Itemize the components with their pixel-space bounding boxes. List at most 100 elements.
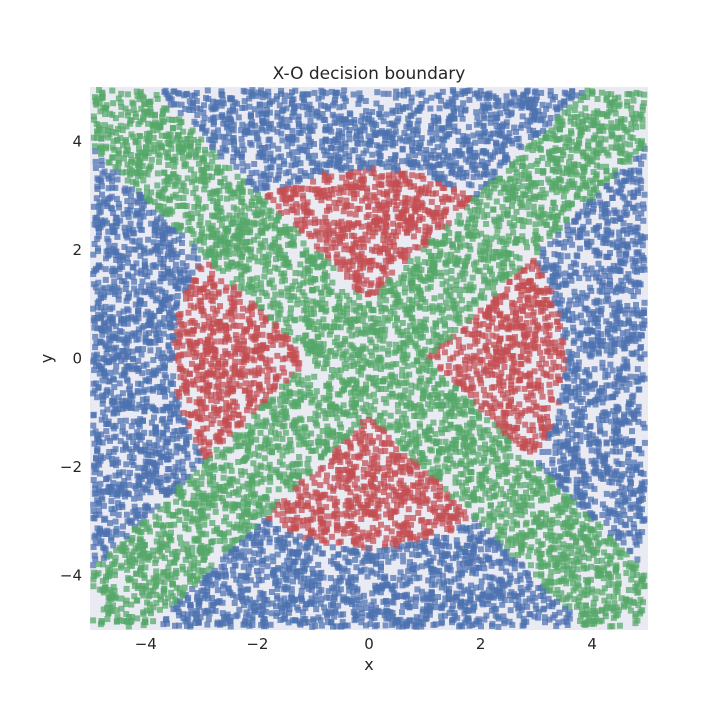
scatter-point — [195, 372, 202, 379]
scatter-point — [323, 236, 330, 243]
scatter-point — [222, 287, 229, 294]
scatter-point — [581, 587, 588, 594]
scatter-point — [414, 121, 421, 128]
scatter-point — [208, 582, 215, 589]
scatter-point — [414, 300, 421, 307]
scatter-point — [408, 431, 415, 438]
scatter-point — [111, 283, 118, 290]
scatter-point — [526, 350, 533, 357]
scatter-point — [318, 168, 325, 175]
scatter-point — [561, 415, 568, 422]
scatter-point — [547, 241, 554, 248]
scatter-point — [281, 498, 288, 505]
scatter-point — [189, 550, 196, 557]
scatter-point — [373, 622, 380, 629]
scatter-point — [599, 501, 606, 508]
scatter-point — [595, 260, 602, 267]
scatter-point — [535, 111, 542, 118]
scatter-point — [102, 341, 109, 348]
scatter-point — [423, 150, 430, 157]
scatter-point — [543, 516, 549, 522]
scatter-point — [481, 366, 488, 373]
scatter-point — [431, 369, 438, 376]
scatter-point — [444, 468, 451, 475]
scatter-point — [136, 237, 143, 244]
scatter-point — [586, 431, 593, 437]
scatter-point — [467, 142, 474, 149]
scatter-point — [151, 232, 158, 239]
scatter-point — [482, 449, 489, 456]
scatter-point — [225, 529, 232, 536]
scatter-point — [316, 434, 323, 441]
scatter-point — [172, 261, 179, 268]
scatter-point — [295, 286, 302, 293]
scatter-point — [501, 260, 508, 266]
scatter-point — [117, 438, 124, 445]
scatter-point — [120, 523, 126, 530]
scatter-point — [553, 623, 560, 629]
scatter-point — [522, 164, 529, 171]
scatter-point — [307, 219, 314, 226]
scatter-point — [399, 158, 406, 165]
scatter-point — [315, 218, 322, 225]
scatter-point — [253, 343, 260, 350]
scatter-point — [200, 352, 207, 359]
scatter-point — [398, 464, 405, 471]
scatter-point — [585, 138, 592, 145]
scatter-point — [191, 610, 198, 617]
scatter-point — [426, 224, 433, 231]
scatter-point — [271, 236, 278, 243]
scatter-point — [503, 507, 510, 514]
scatter-point — [318, 595, 325, 602]
scatter-point — [109, 353, 115, 360]
scatter-point — [174, 344, 180, 351]
scatter-point — [392, 520, 398, 527]
scatter-point — [266, 125, 273, 132]
scatter-point — [422, 223, 429, 230]
scatter-point — [429, 303, 436, 310]
scatter-point — [285, 609, 292, 616]
scatter-point — [614, 501, 621, 508]
scatter-point — [442, 486, 449, 492]
scatter-point — [142, 564, 149, 571]
scatter-point — [509, 557, 516, 564]
scatter-point — [462, 515, 469, 522]
scatter-point — [300, 195, 307, 202]
scatter-point — [196, 385, 203, 392]
scatter-point — [442, 411, 449, 418]
scatter-point — [383, 580, 390, 587]
scatter-point — [259, 561, 266, 567]
scatter-point — [586, 311, 592, 317]
scatter-point — [327, 155, 334, 162]
scatter-point — [527, 448, 533, 455]
scatter-point — [436, 317, 443, 324]
scatter-point — [306, 123, 313, 130]
scatter-point — [361, 423, 367, 429]
scatter-point — [579, 607, 585, 614]
scatter-point — [125, 348, 132, 355]
scatter-point — [335, 457, 342, 463]
scatter-point — [151, 221, 158, 228]
scatter-point — [421, 259, 428, 266]
scatter-point — [459, 151, 466, 158]
scatter-point — [153, 582, 159, 589]
scatter-point — [126, 614, 132, 620]
scatter-point — [640, 201, 647, 208]
scatter-point — [258, 567, 265, 574]
scatter-point — [519, 278, 526, 285]
scatter-point — [548, 569, 555, 575]
scatter-point — [183, 570, 190, 577]
scatter-point — [560, 524, 567, 531]
scatter-point — [184, 136, 191, 143]
scatter-point — [104, 434, 111, 441]
scatter-point — [332, 92, 339, 99]
scatter-point — [478, 230, 485, 237]
scatter-point — [163, 616, 170, 622]
scatter-point — [217, 420, 224, 427]
scatter-point — [349, 249, 356, 256]
scatter-point — [623, 386, 630, 393]
scatter-point — [295, 113, 302, 120]
scatter-point — [545, 288, 551, 294]
scatter-point — [467, 208, 474, 215]
scatter-point — [592, 467, 599, 474]
